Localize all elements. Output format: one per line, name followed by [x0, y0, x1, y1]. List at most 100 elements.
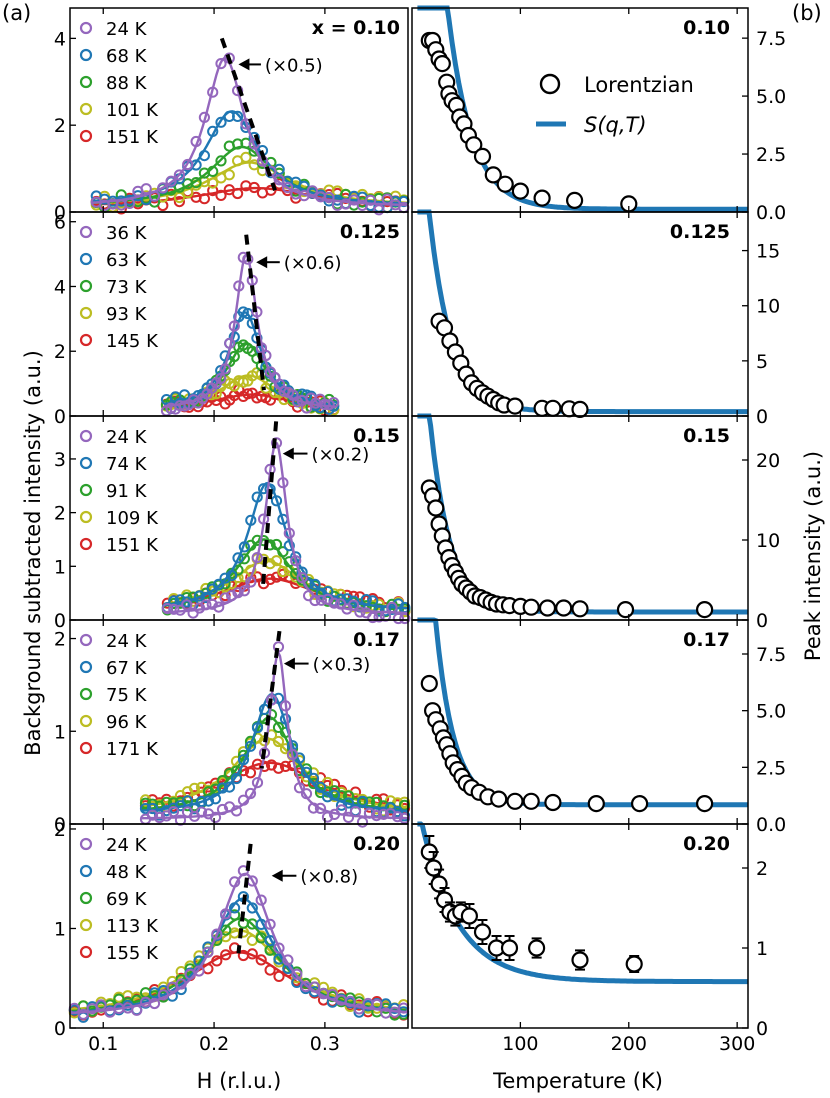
legend-entry: 101 K — [106, 100, 159, 121]
legend-entry: 68 K — [106, 46, 148, 67]
data-point — [279, 760, 292, 773]
data-point — [283, 527, 295, 539]
y-tick-label: 15 — [756, 241, 780, 263]
scale-arrow-head — [282, 447, 294, 460]
data-point — [193, 965, 205, 977]
composition-label: 0.10 — [683, 17, 730, 39]
data-point — [265, 709, 278, 721]
legend-marker — [79, 633, 93, 647]
data-point — [279, 713, 292, 725]
legend-marker — [79, 660, 93, 674]
legend-marker — [79, 891, 93, 905]
legend-marker — [79, 279, 93, 293]
data-point — [314, 781, 327, 794]
legend-entry-lorentzian: Lorentzian — [584, 73, 694, 97]
data-point — [377, 808, 390, 821]
panel-label-b: (b) — [792, 1, 822, 25]
legend-entry: 88 K — [106, 73, 148, 94]
data-point — [232, 110, 244, 123]
y-tick-label: 2.5 — [756, 144, 786, 166]
x-tick-label: 300 — [719, 1033, 755, 1055]
data-point — [279, 700, 292, 712]
data-point — [181, 599, 193, 611]
data-point — [215, 373, 227, 385]
data-point — [238, 585, 250, 597]
peak-position-dashed-line — [219, 37, 277, 191]
data-point — [342, 790, 355, 802]
data-point — [223, 169, 235, 181]
data-point — [237, 376, 249, 388]
legend-marker — [79, 918, 93, 932]
x-tick-label: 200 — [611, 1033, 647, 1055]
panel-label-a: (a) — [2, 1, 31, 25]
legend-entry: 69 K — [106, 889, 148, 910]
data-point — [219, 572, 231, 584]
legend-entry-sqt: S(q,T) — [584, 113, 647, 137]
composition-label: 0.20 — [353, 833, 400, 855]
data-point — [348, 194, 360, 206]
data-point — [153, 811, 166, 824]
lorentzian-point — [490, 790, 508, 808]
y-tick-label: 4 — [54, 276, 66, 298]
data-point — [367, 611, 379, 624]
legend-entry: 48 K — [106, 862, 148, 883]
y-tick-label: 6 — [54, 212, 66, 234]
peak-position-dashed-line — [260, 421, 279, 588]
data-point — [371, 998, 383, 1011]
scale-note: (×0.3) — [313, 655, 371, 676]
data-point — [379, 610, 392, 622]
data-point — [244, 767, 257, 779]
y-tick-label: 20 — [756, 450, 780, 472]
data-point — [195, 806, 208, 818]
y-tick-label: 0 — [54, 202, 66, 224]
data-point — [251, 306, 263, 318]
data-point — [321, 791, 334, 803]
peak-position-dashed-line — [259, 630, 282, 769]
legend-marker — [79, 687, 93, 701]
y-tick-label: 5.0 — [756, 701, 786, 723]
y-tick-label: 5 — [756, 351, 768, 373]
data-point — [174, 604, 186, 616]
data-point — [278, 385, 290, 397]
y-tick-label: 2 — [54, 629, 66, 651]
data-point — [315, 594, 327, 606]
data-point — [232, 552, 244, 564]
data-point — [392, 612, 404, 625]
data-point — [246, 902, 258, 914]
lorentzian-point — [522, 598, 540, 616]
data-point — [386, 601, 398, 614]
legend-entry: 93 K — [106, 304, 148, 325]
legend-marker — [79, 510, 93, 524]
data-point — [309, 578, 321, 590]
lorentzian-point — [522, 792, 540, 810]
data-point — [264, 918, 276, 930]
y-tick-label: 3 — [54, 449, 66, 471]
data-point — [365, 194, 377, 206]
data-point — [323, 191, 335, 204]
legend-entry: 24 K — [106, 631, 148, 652]
data-point — [255, 954, 267, 966]
data-point — [264, 964, 276, 976]
data-point — [258, 760, 271, 773]
data-point — [273, 970, 285, 983]
data-point — [245, 572, 257, 584]
data-point — [296, 572, 308, 584]
data-point — [209, 793, 222, 805]
data-point — [242, 388, 254, 400]
data-point — [200, 591, 212, 604]
data-point — [77, 1008, 89, 1020]
data-point — [190, 177, 202, 189]
data-point — [207, 177, 219, 189]
legend-entry: 24 K — [106, 19, 148, 40]
data-point — [215, 58, 227, 70]
data-point — [298, 190, 310, 202]
legend-entry: 63 K — [106, 250, 148, 271]
scale-note: (×0.8) — [300, 867, 358, 888]
scale-arrow-head — [271, 869, 283, 882]
lorentzian-point — [630, 794, 649, 813]
data-point — [307, 772, 320, 784]
data-point — [202, 963, 214, 975]
data-point — [202, 946, 214, 958]
legend-marker — [79, 225, 93, 239]
